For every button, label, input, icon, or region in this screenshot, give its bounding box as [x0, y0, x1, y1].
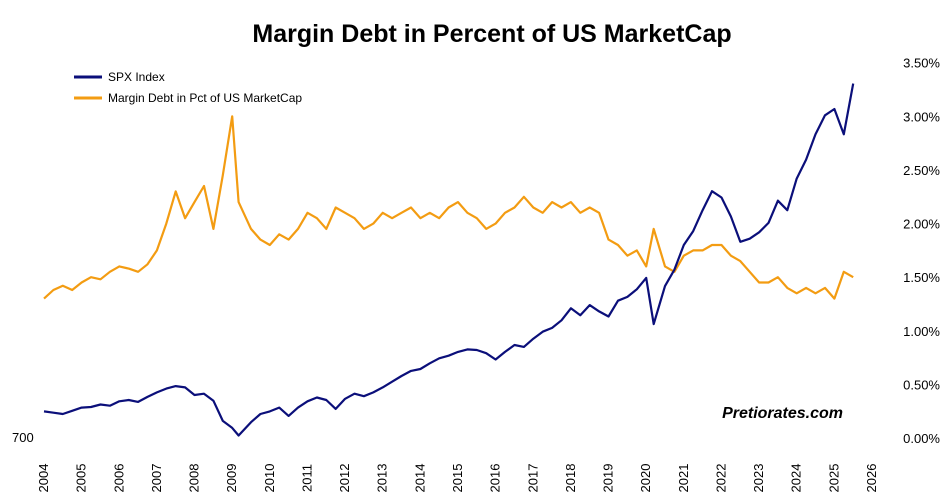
watermark: Pretiorates.com — [722, 405, 843, 422]
right-tick-2: 2.00% — [903, 217, 940, 232]
x-tick-2011: 2011 — [299, 464, 314, 492]
right-tick-0-5: 0.50% — [903, 377, 940, 392]
x-tick-2007: 2007 — [149, 464, 164, 492]
x-tick-2022: 2022 — [713, 464, 728, 492]
chart-title: Margin Debt in Percent of US MarketCap — [252, 20, 731, 48]
x-tick-2008: 2008 — [187, 464, 202, 492]
x-axis-ticks: 2004 2005 2006 2007 2008 2009 2010 2011 2012 2013… — [36, 464, 879, 492]
right-tick-3-5: 3.50% — [903, 56, 940, 71]
x-tick-2018: 2018 — [563, 464, 578, 492]
right-tick-1: 1.00% — [903, 324, 940, 339]
x-tick-2015: 2015 — [450, 464, 465, 492]
x-tick-2010: 2010 — [262, 464, 277, 492]
x-tick-2005: 2005 — [74, 464, 89, 492]
x-tick-2009: 2009 — [224, 464, 239, 492]
legend: SPX Index Margin Debt in Pct of US Marke… — [74, 70, 302, 105]
series-layer — [43, 83, 855, 437]
right-tick-1-5: 1.50% — [903, 270, 940, 285]
x-tick-2023: 2023 — [751, 464, 766, 492]
x-tick-2021: 2021 — [676, 464, 691, 492]
x-tick-2024: 2024 — [789, 464, 804, 492]
x-tick-2025: 2025 — [826, 464, 841, 492]
x-tick-2004: 2004 — [36, 464, 51, 492]
legend-label-spx: SPX Index — [108, 70, 165, 84]
right-tick-2-5: 2.50% — [903, 163, 940, 178]
x-tick-2026: 2026 — [864, 464, 879, 492]
x-tick-2020: 2020 — [638, 464, 653, 492]
right-axis-ticks: 0.00% 0.50% 1.00% 1.50% 2.00% 2.50% 3.00% 3.50% — [903, 56, 940, 446]
x-tick-2012: 2012 — [337, 464, 352, 492]
left-axis-tick-700: 700 — [12, 430, 34, 445]
series-line-spx — [43, 83, 855, 437]
series-line-margin-debt — [43, 115, 854, 300]
x-tick-2013: 2013 — [375, 464, 390, 492]
x-tick-2019: 2019 — [601, 464, 616, 492]
right-tick-3: 3.00% — [903, 109, 940, 124]
x-tick-2014: 2014 — [412, 464, 427, 492]
x-tick-2017: 2017 — [525, 464, 540, 492]
x-tick-2016: 2016 — [488, 464, 503, 492]
right-tick-0: 0.00% — [903, 431, 940, 446]
legend-label-margin-debt: Margin Debt in Pct of US MarketCap — [108, 91, 302, 105]
x-tick-2006: 2006 — [111, 464, 126, 492]
